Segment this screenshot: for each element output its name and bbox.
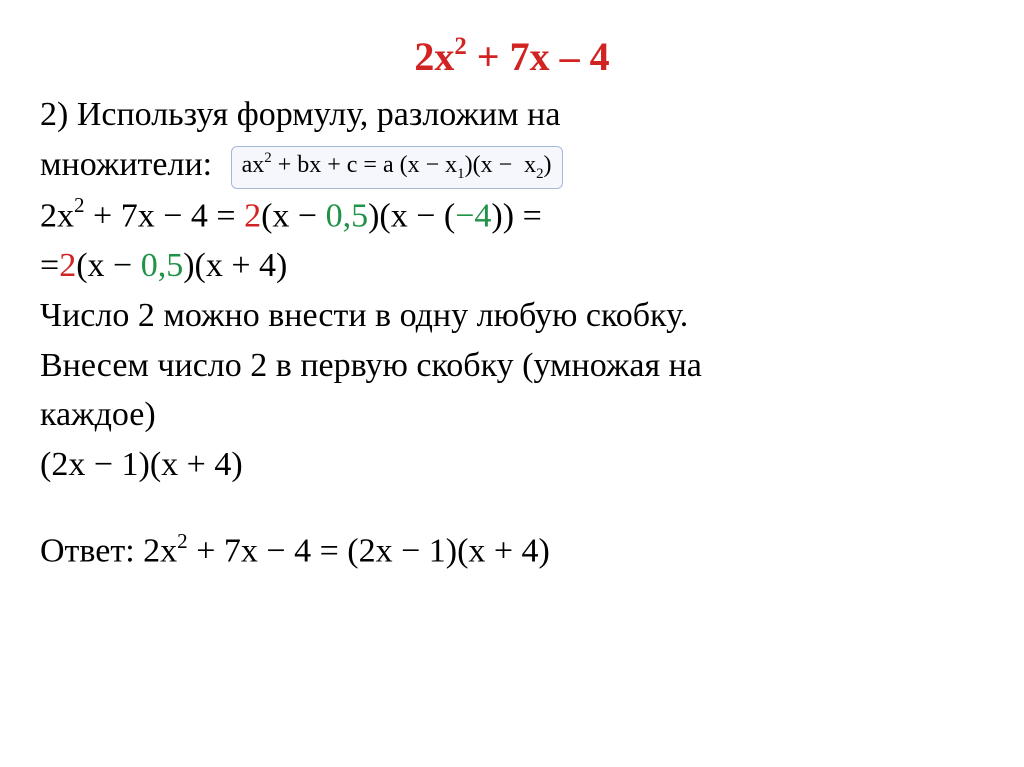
title-part1: 2x [414,34,454,79]
s1-lhs-exp: 2 [74,193,85,217]
s1-open1: (x − [261,197,326,234]
s1-close2: )) = [491,197,541,234]
intro-line-1: 2) Используя формулу, разложим на [40,92,984,138]
ans-lhs-exp: 2 [177,529,188,553]
s1-close1: ) [368,197,379,234]
factor-step-1: 2x2 + 7x − 4 = 2(x − 0,5)(x − (−4)) = [40,193,984,239]
s1-open2: (x − ( [379,197,455,234]
factor-step-2: =2(x − 0,5)(x + 4) [40,243,984,289]
explain-line-3: каждое) [40,392,984,438]
answer-line: Ответ: 2x2 + 7x − 4 = (2x − 1)(x + 4) [40,528,984,574]
s2-a: 2 [59,247,76,284]
explain-line-2: Внесем число 2 в первую скобку (умножая … [40,343,984,389]
s2-root1: 0,5 [141,247,184,284]
s2-close1: ) [183,247,194,284]
explain-line-1: Число 2 можно внести в одну любую скобку… [40,293,984,339]
ans-lhs-rest: + 7x − 4 = (2x − 1)(x + 4) [188,533,550,570]
s1-root2: −4 [455,197,491,234]
s2-eq: = [40,247,59,284]
s2-open1: (x − [76,247,141,284]
title-part2: + 7x – 4 [467,34,610,79]
simplified-expression: (2x − 1)(x + 4) [40,442,984,488]
title-exp: 2 [454,33,466,60]
s1-root1: 0,5 [326,197,369,234]
s1-lhs: 2x [40,197,74,234]
s1-a: 2 [244,197,261,234]
formula-box: ax2 + bx + c = a (x − x1)(x − x2) [231,146,563,189]
intro-line-2: множители: ax2 + bx + c = a (x − x1)(x −… [40,142,984,189]
answer-label: Ответ: [40,533,143,570]
ans-lhs: 2x [143,533,177,570]
s2-rest: (x + 4) [195,247,288,284]
s1-lhs-rest: + 7x − 4 = [85,197,245,234]
title-equation: 2x2 + 7x – 4 [40,30,984,84]
intro-word: множители: [40,146,212,183]
intro-before: 2) Используя формулу, разложим на [40,96,560,133]
